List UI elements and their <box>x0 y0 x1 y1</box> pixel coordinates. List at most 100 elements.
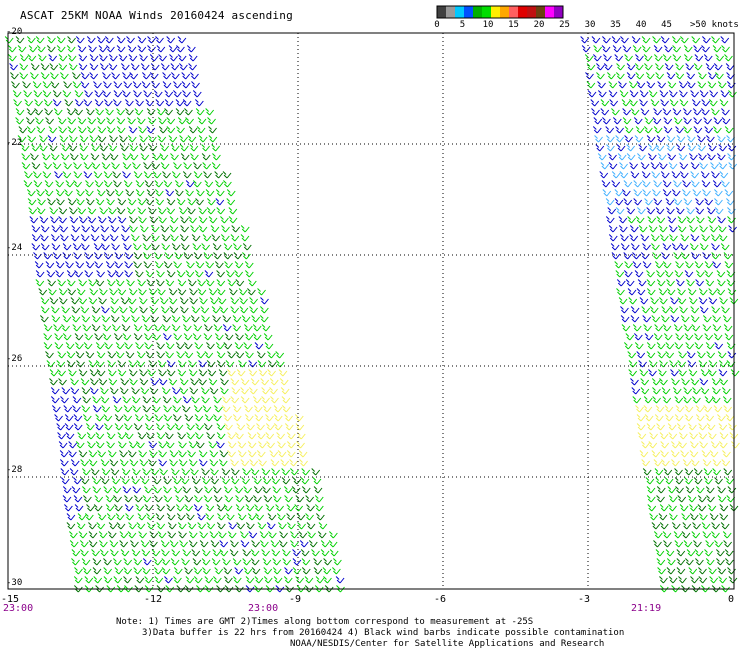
wind-barb <box>646 495 656 503</box>
wind-barb <box>70 459 80 467</box>
wind-barb <box>595 144 605 152</box>
wind-barb <box>228 207 238 215</box>
wind-barb <box>690 315 700 323</box>
wind-barb <box>166 126 176 134</box>
wind-barb <box>679 162 689 170</box>
wind-barb <box>624 54 633 62</box>
wind-barb <box>666 279 675 287</box>
wind-barb <box>104 252 113 260</box>
wind-barb <box>203 171 212 179</box>
wind-barb <box>182 99 192 107</box>
wind-barb <box>151 162 161 170</box>
wind-barb <box>73 252 82 260</box>
wind-barb <box>214 405 223 413</box>
wind-barb <box>164 90 174 98</box>
wind-barb <box>693 117 702 125</box>
wind-barb <box>662 396 672 404</box>
wind-barb <box>56 45 66 53</box>
wind-barb <box>215 198 225 206</box>
wind-barb <box>723 405 733 413</box>
wind-barb <box>96 270 105 278</box>
wind-barb <box>228 216 238 224</box>
wind-barb <box>214 567 224 575</box>
wind-barb <box>695 486 705 494</box>
wind-barb <box>128 522 137 530</box>
wind-barb <box>209 531 219 539</box>
wind-barb <box>233 243 242 251</box>
wind-barb <box>658 288 668 296</box>
wind-barb <box>148 441 158 449</box>
wind-barb <box>74 504 84 512</box>
wind-barb <box>662 261 672 269</box>
wind-barb <box>216 351 226 359</box>
wind-barb <box>659 234 669 242</box>
wind-barb <box>78 297 88 305</box>
wind-barb <box>95 198 105 206</box>
wind-barb <box>77 126 87 134</box>
wind-barb <box>725 63 735 71</box>
wind-barb <box>91 315 101 323</box>
wind-barb <box>701 45 710 53</box>
wind-barb <box>694 54 704 62</box>
wind-barb <box>115 279 125 287</box>
wind-barb <box>606 144 615 152</box>
wind-barb <box>655 477 665 485</box>
wind-barb <box>120 63 130 71</box>
wind-barb <box>177 369 187 377</box>
wind-barb <box>724 54 733 62</box>
wind-barb <box>141 81 151 89</box>
wind-barb <box>666 72 676 80</box>
wind-barb <box>151 405 161 413</box>
wind-barb <box>113 405 123 413</box>
wind-barb <box>279 378 289 386</box>
wind-barb <box>584 54 594 62</box>
wind-barb <box>188 459 198 467</box>
wind-barb <box>71 558 80 566</box>
wind-barb <box>51 243 61 251</box>
wind-barb <box>663 468 673 476</box>
wind-barb <box>261 549 270 557</box>
wind-barb <box>179 135 188 143</box>
wind-barb <box>55 270 65 278</box>
wind-barb <box>13 99 22 107</box>
wind-barb <box>98 45 108 53</box>
wind-barb <box>132 405 141 413</box>
wind-barb <box>646 288 656 296</box>
wind-barb <box>172 405 182 413</box>
wind-barb <box>224 261 233 269</box>
wind-barb <box>247 432 257 440</box>
wind-barb <box>228 522 237 530</box>
wind-barb <box>78 450 88 458</box>
wind-barb <box>110 315 120 323</box>
wind-barb <box>601 180 611 188</box>
wind-barb <box>193 567 203 575</box>
wind-barb <box>198 369 208 377</box>
wind-barb <box>72 396 82 404</box>
wind-barb <box>267 513 277 521</box>
wind-barb <box>678 81 688 89</box>
wind-barb <box>75 441 85 449</box>
wind-barb <box>43 252 53 260</box>
wind-barb <box>675 405 685 413</box>
wind-barb <box>693 45 702 53</box>
wind-barb <box>100 225 110 233</box>
wind-barb <box>639 450 649 458</box>
wind-barb <box>277 441 286 449</box>
wind-barb <box>180 153 190 161</box>
wind-barb <box>637 279 647 287</box>
wind-barb <box>113 333 123 341</box>
wind-barb <box>62 243 72 251</box>
wind-barb <box>70 234 80 242</box>
wind-barb <box>642 315 652 323</box>
wind-barb <box>26 189 36 197</box>
wind-barb <box>96 189 106 197</box>
wind-barb <box>280 387 290 395</box>
wind-barb <box>706 135 715 143</box>
wind-barb <box>128 54 138 62</box>
wind-barb <box>94 90 104 98</box>
wind-barb <box>663 540 672 548</box>
wind-barb <box>690 459 700 467</box>
wind-barb <box>239 297 248 305</box>
wind-barb <box>607 72 616 80</box>
wind-barb <box>208 135 218 143</box>
